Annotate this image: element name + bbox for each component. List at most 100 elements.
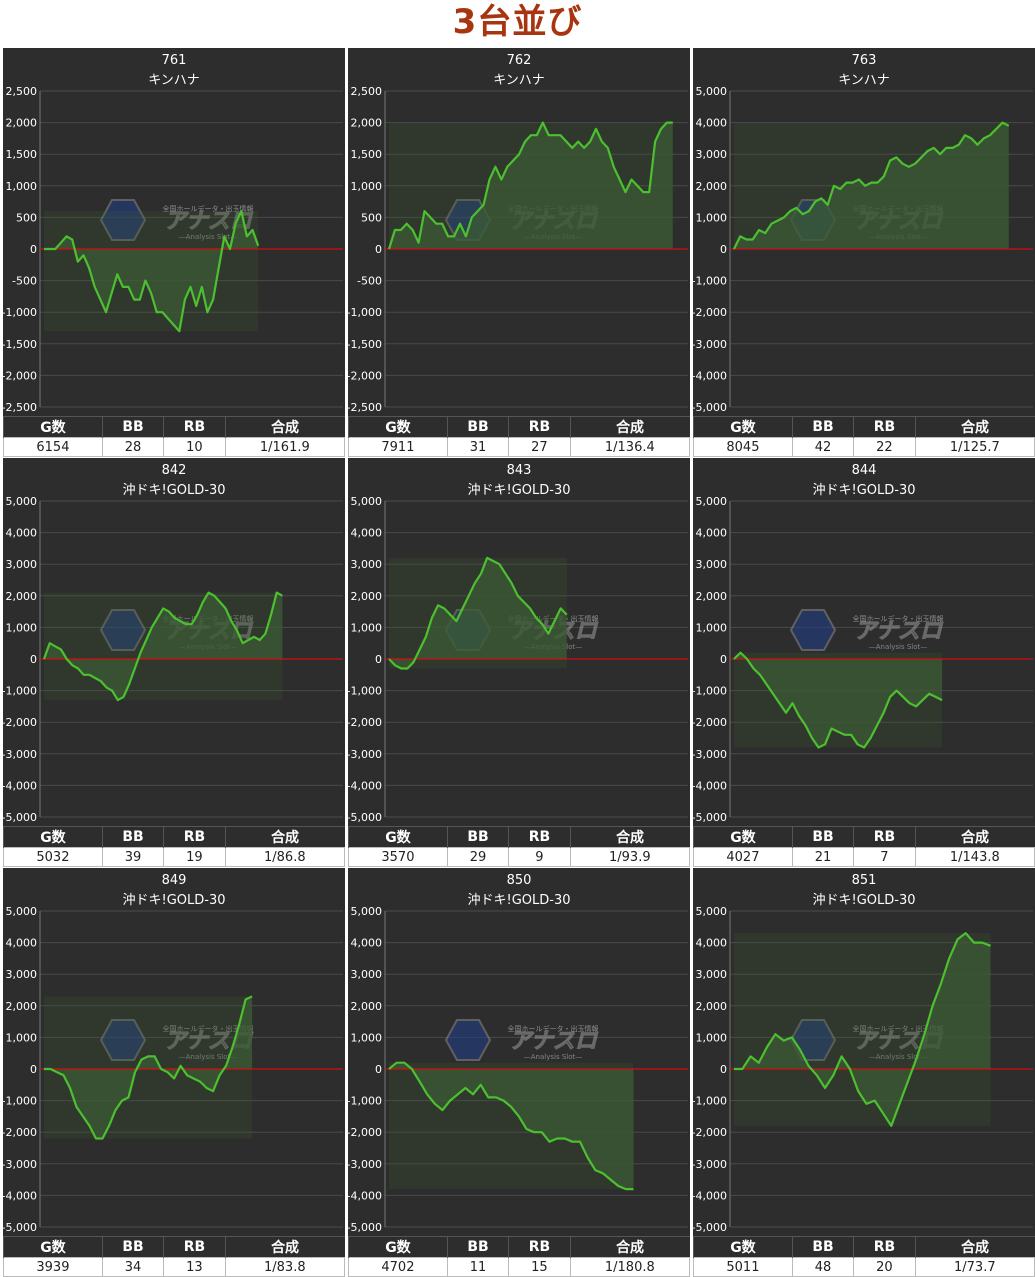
series-line	[733, 651, 943, 749]
chart-container: 5,000 4,000 3,000 2,000 1,000 0 -1,000 -2,000 -3…	[693, 458, 1035, 826]
machine-number: 843	[506, 463, 532, 478]
machine-panel: 5,000 4,000 3,000 2,000 1,000 0 -1,000 -2,000 -3…	[3, 458, 346, 867]
stats-header: 合成	[914, 416, 1035, 438]
page-title: 3台並び	[452, 2, 583, 42]
stats-value: 9	[508, 847, 571, 867]
y-tick-label: -3,000	[348, 1158, 382, 1171]
y-tick-label: 4,000	[351, 937, 383, 950]
slump-chart: 5,000 4,000 3,000 2,000 1,000 0 -1,000 -2,000 -3…	[348, 495, 688, 824]
logo-hex-icon	[99, 199, 147, 241]
machine-model: 沖ドキ!GOLD-30	[467, 893, 571, 908]
stats-header: BB	[101, 826, 164, 848]
y-tick-label: -4,000	[693, 779, 727, 792]
y-tick-label: -1,000	[693, 275, 727, 288]
watermark-tagline: 全国ホールデータ・出玉情報	[853, 614, 944, 623]
y-tick-label: -4,000	[693, 1189, 727, 1202]
series-area	[389, 557, 567, 669]
y-tick-label: -1,000	[693, 685, 727, 698]
y-tick-label: 5,000	[351, 495, 383, 508]
range-shade	[734, 652, 943, 748]
stats-value: 8045	[693, 437, 793, 457]
y-tick-label: -1,000	[348, 685, 382, 698]
series-area	[44, 996, 253, 1139]
stats-value: 1/125.7	[914, 437, 1035, 457]
y-tick-label: -1,000	[348, 1095, 382, 1108]
stats-header: BB	[791, 1236, 854, 1258]
y-tick-label: 5,000	[696, 905, 728, 918]
range-shade	[389, 557, 567, 669]
stats-table: G数 BB RB 合成 7911 31 27 1/136.4	[348, 416, 691, 457]
stats-value: 21	[791, 847, 855, 867]
y-tick-label: 500	[361, 211, 382, 224]
stats-value: 13	[163, 1257, 226, 1277]
series-line	[733, 121, 1010, 250]
stats-value: 1/73.7	[914, 1257, 1035, 1277]
stats-value: 4702	[348, 1257, 448, 1277]
y-tick-label: -5,000	[3, 811, 37, 824]
stats-table: G数 BB RB 合成 4027 21 7 1/143.8	[693, 826, 1035, 867]
series-line	[387, 121, 673, 250]
y-tick-label: 0	[720, 243, 727, 256]
y-tick-label: 5,000	[696, 495, 728, 508]
y-tick-label: -500	[357, 275, 382, 288]
y-tick-label: 0	[30, 243, 37, 256]
y-tick-label: -2,000	[348, 1126, 382, 1139]
y-tick-label: 1,000	[351, 180, 383, 193]
series-area	[734, 933, 991, 1126]
machine-number: 850	[506, 873, 532, 888]
stats-value: 1/136.4	[569, 437, 691, 457]
y-tick-label: 3,000	[351, 968, 383, 981]
stats-value: 42	[791, 437, 855, 457]
stats-value: 31	[446, 437, 510, 457]
stats-header: 合成	[914, 826, 1035, 848]
stats-header: BB	[101, 416, 164, 438]
slump-chart: 2,500 2,000 1,500 1,000 500 0 -500 -1,000 -1,500…	[3, 85, 343, 414]
stats-header: RB	[853, 1236, 916, 1258]
slump-chart: 5,000 4,000 3,000 2,000 1,000 0 -1,000 -2,000 -3…	[348, 905, 688, 1234]
machine-panel: 5,000 4,000 3,000 2,000 1,000 0 -1,000 -2,000 -3…	[693, 458, 1035, 867]
logo-hex-icon	[789, 609, 837, 651]
stats-header: RB	[508, 1236, 571, 1258]
series-area	[44, 592, 283, 701]
y-tick-label: 2,000	[696, 590, 728, 603]
stats-header: G数	[348, 826, 448, 848]
y-tick-label: -5,000	[693, 1221, 727, 1234]
stats-header: 合成	[224, 826, 345, 848]
series-line	[44, 210, 260, 333]
y-tick-label: -1,000	[3, 1095, 37, 1108]
y-tick-label: 3,000	[696, 968, 728, 981]
y-tick-label: 1,000	[6, 621, 38, 634]
machine-panel: 2,500 2,000 1,500 1,000 500 0 -500 -1,000 -1,500…	[348, 48, 691, 457]
watermark-brand: アナスロ	[509, 1029, 599, 1054]
stats-header: 合成	[224, 416, 345, 438]
machine-number: 844	[851, 463, 877, 478]
series-line	[388, 1061, 634, 1191]
stats-value: 1/83.8	[224, 1257, 346, 1277]
y-tick-label: -5,000	[348, 811, 382, 824]
stats-table: G数 BB RB 合成 6154 28 10 1/161.9	[3, 416, 346, 457]
watermark-tagline: 全国ホールデータ・出玉情報	[163, 204, 254, 213]
y-tick-label: 2,000	[696, 180, 728, 193]
y-tick-label: -2,000	[348, 369, 382, 382]
y-tick-label: -2,000	[348, 716, 382, 729]
stats-value: 3570	[348, 847, 448, 867]
chart-container: 5,000 4,000 3,000 2,000 1,000 0 -1,000 -2,000 -3…	[3, 458, 345, 826]
series-line	[388, 556, 568, 670]
watermark-subtitle: —Analysis Slot—	[524, 1053, 582, 1061]
stats-value: 34	[101, 1257, 165, 1277]
y-tick-label: 2,000	[696, 1000, 728, 1013]
y-tick-label: 3,000	[696, 558, 728, 571]
y-tick-label: -5,000	[693, 811, 727, 824]
machine-panel: 5,000 4,000 3,000 2,000 1,000 0 -1,000 -2,000 -3…	[693, 868, 1035, 1277]
y-tick-label: 3,000	[6, 968, 38, 981]
y-tick-label: -5,000	[693, 401, 727, 414]
y-tick-label: 0	[375, 653, 382, 666]
stats-header: G数	[348, 416, 448, 438]
stats-header: 合成	[569, 1236, 690, 1258]
stats-value: 29	[446, 847, 510, 867]
machine-panel: 5,000 4,000 3,000 2,000 1,000 0 -1,000 -2,000 -3…	[3, 868, 346, 1277]
y-tick-label: -1,500	[348, 338, 382, 351]
stats-header: BB	[446, 826, 509, 848]
y-tick-label: -4,000	[348, 1189, 382, 1202]
y-tick-label: 0	[30, 653, 37, 666]
